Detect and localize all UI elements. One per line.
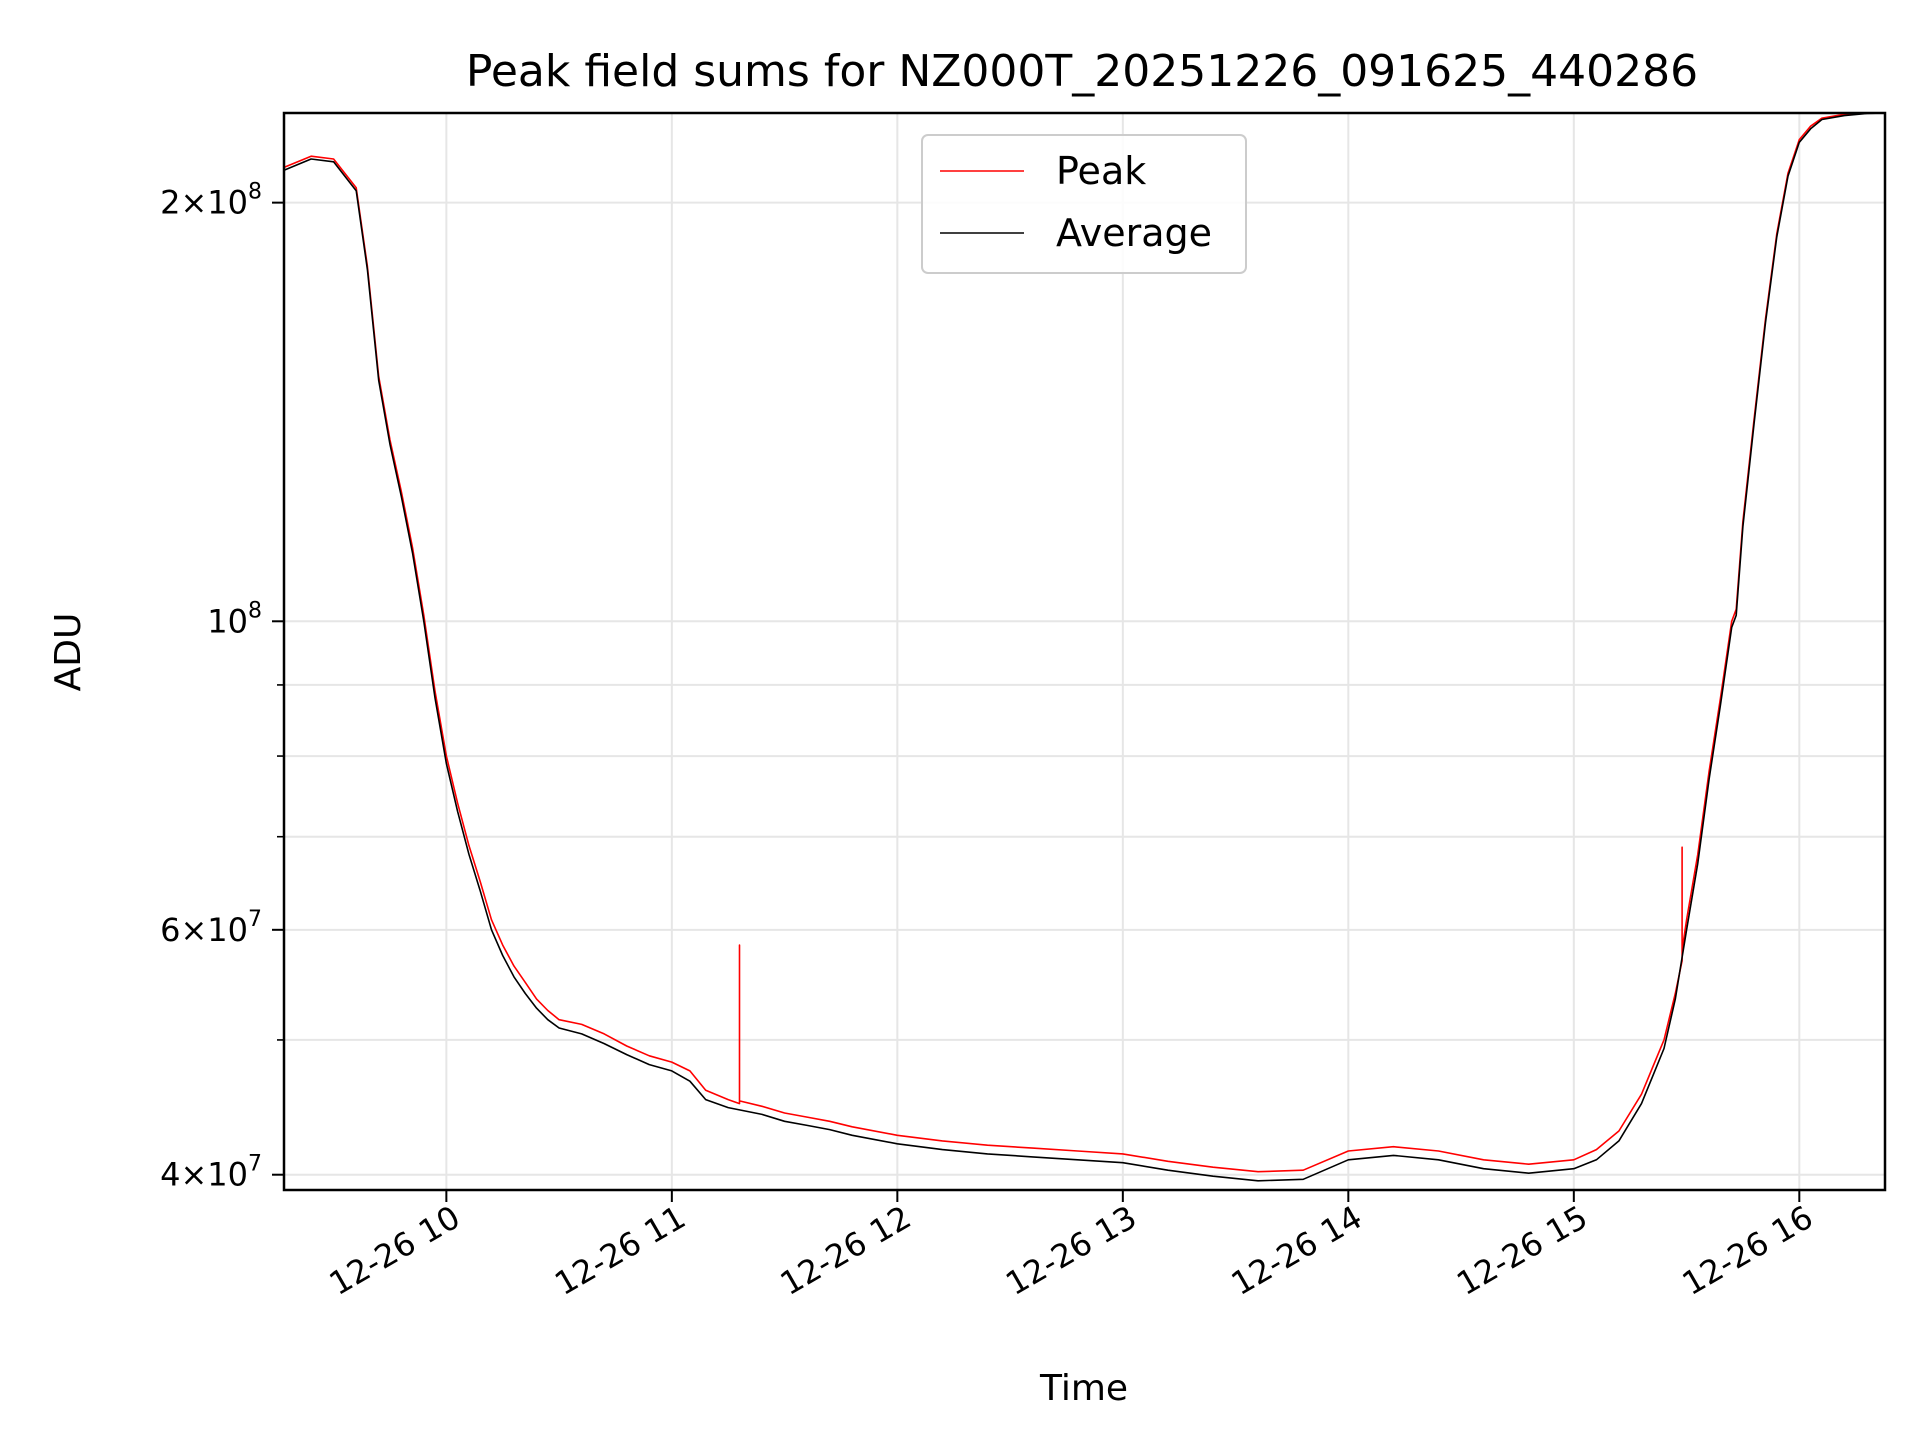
chart-title: Peak field sums for NZ000T_20251226_0916… — [466, 46, 1698, 97]
y-tick-base-1: ×10 — [180, 911, 248, 949]
y-tick-label-1: 6×107 — [160, 907, 262, 949]
y-tick-exponent-1: 7 — [248, 907, 262, 932]
y-tick-mantissa-0: 4 — [160, 1156, 180, 1194]
y-tick-label-2: 108 — [207, 598, 262, 640]
y-tick-mantissa-3: 2 — [160, 184, 180, 222]
y-tick-base-3: ×10 — [180, 184, 248, 222]
legend-label-peak: Peak — [1056, 149, 1146, 193]
y-tick-mantissa-1: 6 — [160, 911, 180, 949]
y-tick-label-3: 2×108 — [160, 180, 262, 222]
y-tick-label-0: 4×107 — [160, 1152, 262, 1194]
y-tick-exponent-0: 7 — [248, 1152, 262, 1177]
legend: Peak Average — [921, 134, 1247, 274]
y-tick-exponent-2: 8 — [248, 598, 262, 623]
y-axis-label: ADU — [48, 613, 89, 692]
plot-area — [284, 113, 1885, 1182]
x-axis-label: Time — [1039, 1368, 1128, 1409]
y-tick-base-0: ×10 — [180, 1156, 248, 1194]
axes-frame — [282, 111, 1887, 1192]
series-line-peak — [284, 113, 1885, 1173]
legend-label-average: Average — [1056, 211, 1212, 255]
y-tick-base-2: 10 — [207, 602, 248, 640]
y-tick-exponent-3: 8 — [248, 180, 262, 205]
legend-box — [921, 134, 1247, 274]
series-line-average — [284, 113, 1885, 1182]
